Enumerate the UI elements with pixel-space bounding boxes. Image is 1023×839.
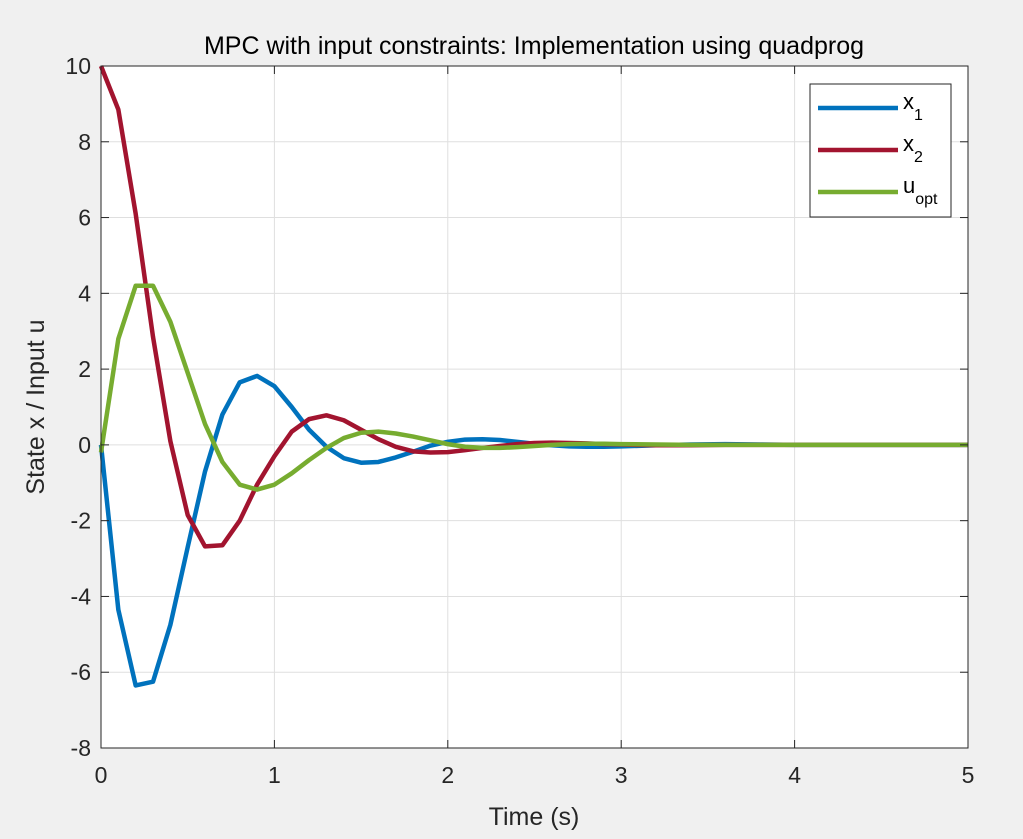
y-tick-label: 0 — [78, 432, 91, 458]
legend-entry-x2: x2 — [903, 131, 923, 166]
y-tick-label: -2 — [71, 508, 91, 534]
legend-label: x — [903, 131, 914, 156]
y-tick-label: -8 — [71, 735, 91, 761]
ticks — [100, 65, 969, 749]
y-tick-label: 4 — [78, 280, 91, 306]
y-tick-label: 8 — [78, 129, 91, 155]
x-tick-label: 2 — [441, 762, 454, 788]
y-tick-label: -6 — [71, 659, 91, 685]
y-tick-label: 2 — [78, 356, 91, 382]
legend-label: x — [903, 89, 914, 114]
y-tick-labels: -8 -6 -4 -2 0 2 4 6 8 10 — [65, 53, 91, 761]
y-axis-label: State x / Input u — [22, 319, 50, 494]
x-tick-label: 5 — [962, 762, 975, 788]
chart-title: MPC with input constraints: Implementati… — [204, 32, 864, 60]
grid — [101, 66, 968, 748]
y-tick-label: 10 — [65, 53, 91, 79]
series-line-u-opt — [98, 283, 968, 492]
legend-label-subscript: 2 — [914, 149, 923, 166]
x-tick-labels: 0 1 2 3 4 5 — [95, 762, 975, 788]
legend-label: u — [903, 173, 915, 198]
y-tick-label: 6 — [78, 205, 91, 231]
legend-entry-x1: x1 — [903, 89, 923, 124]
legend-label-subscript: opt — [915, 191, 938, 208]
x-tick-label: 4 — [788, 762, 801, 788]
y-tick-label: -4 — [71, 583, 92, 609]
x-tick-label: 1 — [268, 762, 281, 788]
x-axis-label: Time (s) — [489, 803, 580, 831]
plot-frame — [100, 65, 969, 749]
legend-label-subscript: 1 — [914, 107, 923, 124]
series-layer — [98, 65, 968, 688]
x-tick-label: 0 — [95, 762, 108, 788]
legend-entry-u-opt: uopt — [903, 173, 938, 208]
x-tick-label: 3 — [615, 762, 628, 788]
